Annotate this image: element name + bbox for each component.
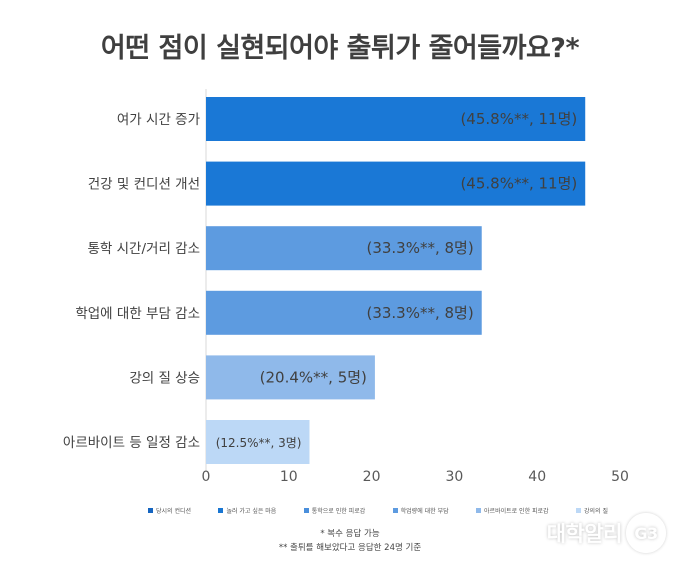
category-label: 강의 질 상승: [129, 370, 200, 386]
bar: [206, 355, 375, 400]
bar: [206, 420, 310, 464]
footnote-respondent-basis: ** 출튀를 해보았다고 응답한 24명 기준: [278, 543, 422, 553]
data-label: (45.8%**, 11명): [460, 110, 577, 128]
brand-logo: 대학알리 G3: [547, 513, 666, 553]
footnotes: * 복수 응답 가능 ** 출튀를 해보았다고 응답한 24명 기준: [200, 527, 500, 555]
bar: [206, 226, 482, 271]
legend-label: 학업량에 대한 부담: [400, 508, 449, 515]
legend-swatch: [218, 508, 224, 513]
legend-swatch: [303, 508, 309, 513]
legend-item: 놀러 가고 싶은 마음: [218, 506, 276, 515]
bar: [206, 97, 586, 141]
legend-item: 통학으로 인한 피로감: [303, 506, 366, 515]
data-label: (33.3%**, 8명): [366, 239, 473, 257]
x-tick-label: 30: [445, 469, 463, 485]
x-tick-label: 40: [528, 469, 546, 485]
bar: [206, 161, 586, 206]
legend-swatch: [476, 508, 482, 513]
category-label: 통학 시간/거리 감소: [88, 241, 201, 257]
legend: 당시의 컨디션 놀러 가고 싶은 마음 통학으로 인한 피로감 학업량에 대한 부담 아…: [148, 506, 608, 515]
legend-label: 당시의 컨디션: [156, 508, 192, 515]
brand-text: 대학알리: [546, 522, 623, 546]
legend-swatch: [392, 508, 398, 513]
category-label: 학업에 대한 부담 감소: [75, 306, 200, 322]
chart-title: 어떤 점이 실현되어야 출튀가 줄어들까요?*: [100, 33, 580, 64]
legend-item: 당시의 컨디션: [148, 506, 191, 515]
data-label: (33.3%**, 8명): [366, 304, 473, 322]
legend-label: 강의의 질: [583, 508, 608, 515]
x-tick-label: 0: [202, 469, 211, 485]
bar-chart: 여가 시간 증가 (45.8%**, 11명) 건강 및 컨디션 개선 (45.8%*…: [63, 89, 629, 485]
bar: [206, 290, 482, 335]
legend-item: 강의의 질: [575, 506, 608, 515]
x-tick-label: 20: [363, 469, 381, 485]
brand-mark-icon: G3: [626, 513, 666, 553]
footnote-multiple-answers: * 복수 응답 가능: [320, 529, 380, 539]
legend-item: 아르바이트로 인한 피로감: [476, 506, 549, 515]
legend-item: 학업량에 대한 부담: [392, 506, 449, 515]
legend-label: 통학으로 인한 피로감: [311, 508, 366, 515]
data-label: (45.8%**, 11명): [460, 175, 577, 193]
legend-swatch: [148, 508, 153, 513]
x-tick-label: 50: [611, 469, 629, 485]
category-label: 여가 시간 증가: [117, 112, 200, 128]
legend-swatch: [575, 508, 581, 513]
category-label: 아르바이트 등 일정 감소: [63, 435, 200, 451]
data-label: (12.5%**, 3명): [216, 436, 302, 450]
x-tick-label: 10: [280, 469, 298, 485]
category-label: 건강 및 컨디션 개선: [88, 177, 200, 193]
data-label: (20.4%**, 5명): [260, 368, 367, 386]
legend-label: 놀러 가고 싶은 마음: [226, 508, 277, 515]
legend-label: 아르바이트로 인한 피로감: [484, 508, 549, 515]
